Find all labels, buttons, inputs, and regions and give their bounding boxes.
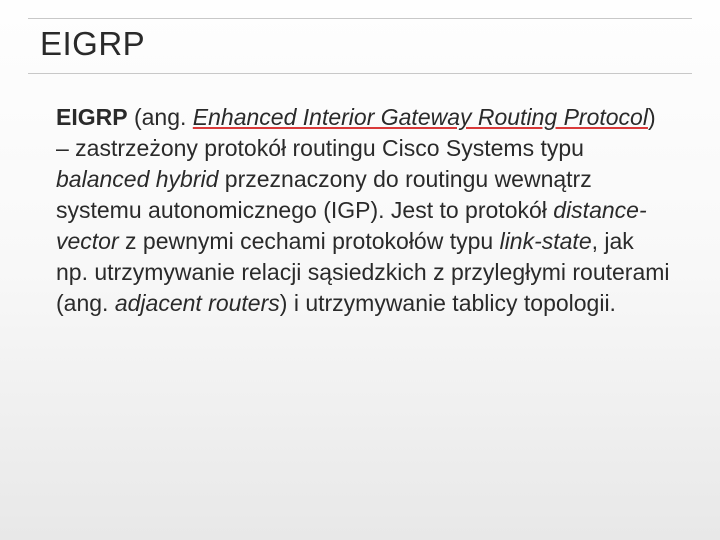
text-plain: (ang.	[128, 104, 193, 130]
term-bold: EIGRP	[56, 104, 128, 130]
term-italic: link-state	[500, 228, 592, 254]
slide-body: EIGRP (ang. Enhanced Interior Gateway Ro…	[28, 102, 692, 319]
slide-title: EIGRP	[40, 25, 692, 63]
slide: EIGRP EIGRP (ang. Enhanced Interior Gate…	[0, 0, 720, 540]
term-italic: adjacent routers	[115, 290, 280, 316]
term-italic-underlined: Enhanced Interior Gateway Routing Protoc…	[193, 104, 648, 130]
text-plain: ) i utrzymywanie tablicy topologii.	[280, 290, 616, 316]
text-plain: z pewnymi cechami protokołów typu	[119, 228, 500, 254]
term-italic: balanced hybrid	[56, 166, 218, 192]
title-container: EIGRP	[28, 18, 692, 74]
